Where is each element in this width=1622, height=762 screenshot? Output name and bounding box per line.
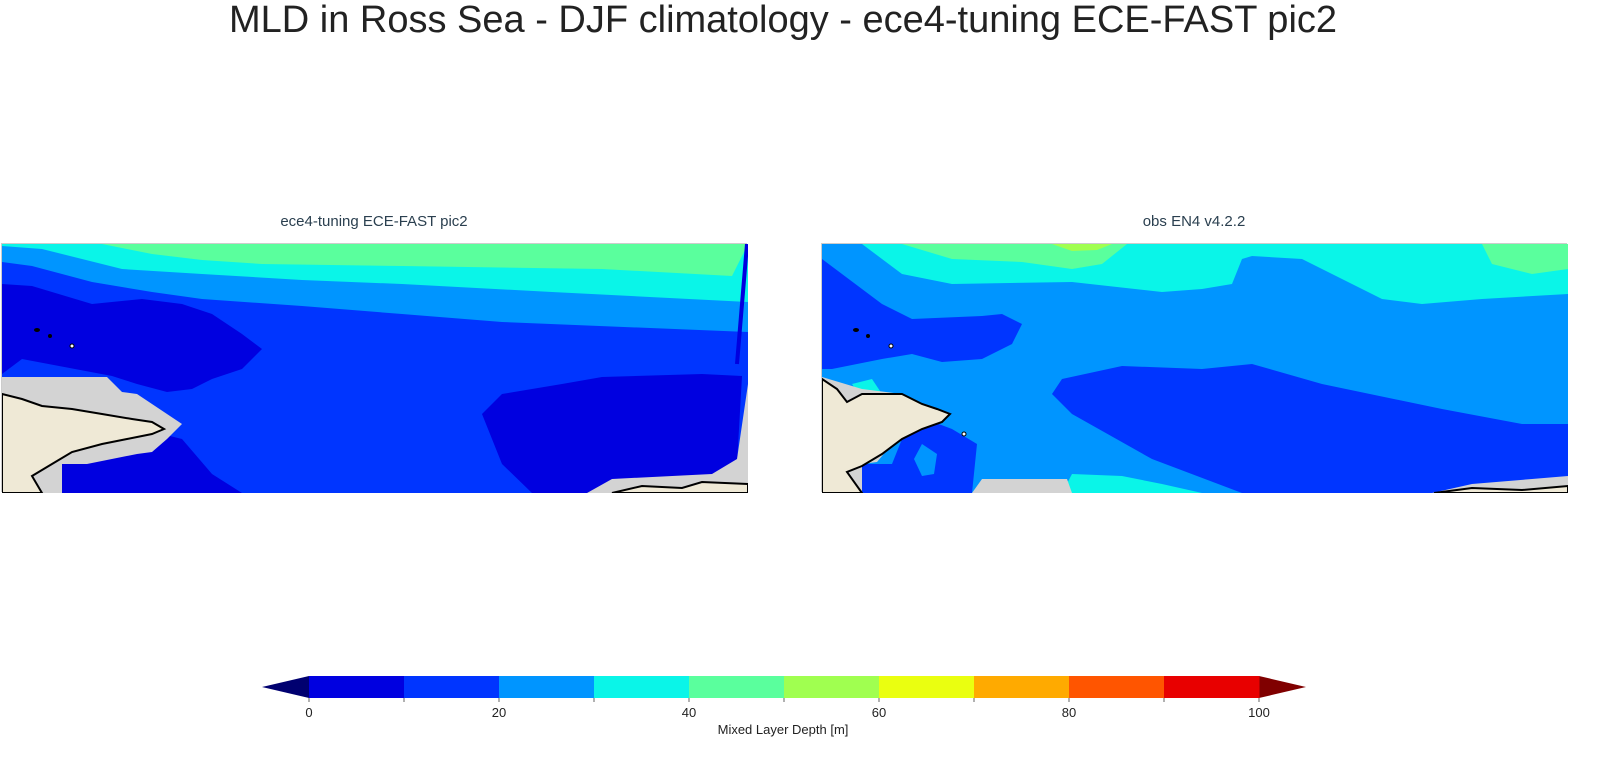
colorbar — [262, 676, 1306, 702]
island — [853, 328, 859, 332]
contour-20-30 — [914, 444, 937, 476]
land — [822, 377, 952, 493]
colorbar-tick-label: 40 — [681, 705, 697, 720]
colorbar-segment — [879, 676, 975, 698]
colorbar-segment — [1069, 676, 1165, 698]
contour-30-40 — [1062, 474, 1202, 493]
contour-40-50 — [1482, 244, 1568, 274]
colorbar-tick-label: 0 — [305, 705, 313, 720]
land — [1433, 484, 1568, 493]
masked-area — [587, 384, 748, 493]
land — [611, 480, 748, 493]
contour-10-20 — [822, 259, 1022, 369]
colorbar-segment — [974, 676, 1070, 698]
island — [48, 334, 52, 338]
colorbar-label: Mixed Layer Depth [m] — [717, 722, 849, 737]
colorbar-segment — [1164, 676, 1260, 698]
colorbar-over-arrow — [1259, 676, 1306, 698]
colorbar-segment — [404, 676, 500, 698]
contour-0-10 — [482, 374, 742, 493]
panel-title-model: ece4-tuning ECE-FAST pic2 — [280, 213, 468, 230]
contour-10-20 — [1052, 364, 1568, 493]
panel-title-obs: obs EN4 v4.2.2 — [1142, 213, 1246, 230]
contour-40-50 — [102, 244, 748, 276]
colorbar-segment — [594, 676, 690, 698]
island — [866, 334, 870, 338]
masked-area — [972, 479, 1072, 493]
colorbar-tick-label: 60 — [871, 705, 887, 720]
island — [888, 343, 894, 349]
land — [2, 392, 167, 493]
colorbar-tick-label: 100 — [1248, 705, 1270, 720]
contour-50-60 — [1052, 244, 1112, 251]
colorbar-segment — [499, 676, 595, 698]
colorbar-segment — [689, 676, 785, 698]
colorbar-segment — [784, 676, 880, 698]
map-model — [1, 243, 748, 493]
colorbar-tick-label: 20 — [491, 705, 507, 720]
island — [961, 431, 967, 437]
island — [69, 343, 75, 349]
colorbar-tick-label: 80 — [1061, 705, 1077, 720]
contour-0-10 — [2, 284, 262, 392]
figure-title: MLD in Ross Sea - DJF climatology - ece4… — [228, 0, 1338, 41]
island — [34, 328, 40, 332]
colorbar-under-arrow — [262, 676, 309, 698]
map-obs — [821, 243, 1568, 493]
colorbar-segment — [309, 676, 405, 698]
